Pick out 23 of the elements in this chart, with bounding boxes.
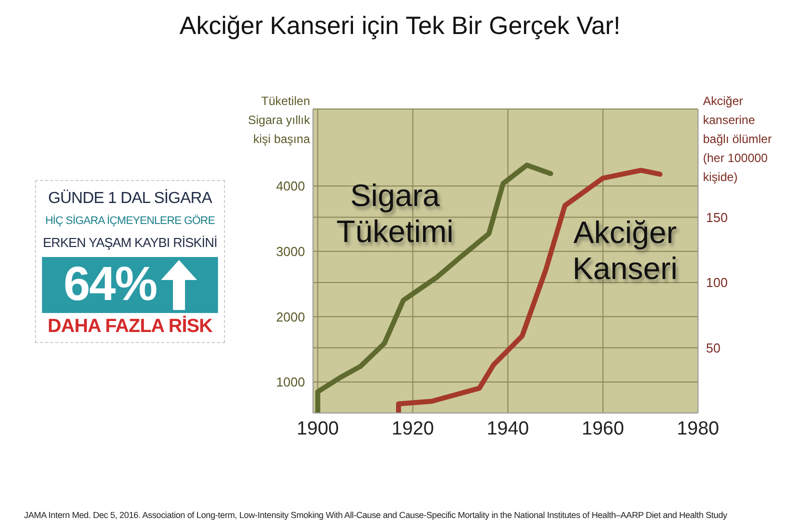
y2-tick-label: 150 (706, 210, 728, 225)
y2-axis-title: Akciğer kanserine bağlı ölümler (her 100000 kişide) (703, 93, 773, 186)
text: JAMA Intern Med. Dec 5, 2016. Association of Long-term, Low-Intensity Smoking With All-Cause and Cause-Specific Mortality in the National Institutes of Health–AARP Diet and Health Study (24, 510, 728, 520)
x-tick-label: 1940 (486, 418, 530, 440)
y-tick-label: 2000 (276, 309, 305, 324)
text: GÜNDE 1 DAL SİGARA (47, 188, 214, 209)
chart-title: Akciğer Kanseri için Tek Bir Gerçek Var! (178, 12, 622, 41)
text: ERKEN YAŞAM KAYBI RİSKİNİ (42, 234, 218, 252)
y-tick-label: 1000 (276, 374, 305, 390)
y2-tick-label: 100 (706, 275, 728, 290)
text: 64% (63, 257, 157, 313)
y2-tick-label: 50 (706, 340, 720, 356)
x-tick-label: 1900 (296, 418, 339, 440)
y-tick-label: 3000 (276, 244, 305, 259)
x-tick-label: 1980 (676, 418, 720, 440)
x-tick-label: 1920 (392, 418, 434, 440)
text: HİÇ SİGARA İÇMEYENLERE GÖRE (44, 214, 216, 229)
series-label: Akciğer Kanseri (571, 215, 679, 287)
series-label: Sigara Tüketimi (335, 178, 455, 250)
y-tick-label: 4000 (276, 178, 305, 194)
x-tick-label: 1960 (582, 418, 624, 440)
text: DAHA FAZLA RİSK (46, 316, 214, 338)
y-axis-title: Tüketilen Sigara yıllık kişi başına (246, 93, 310, 148)
